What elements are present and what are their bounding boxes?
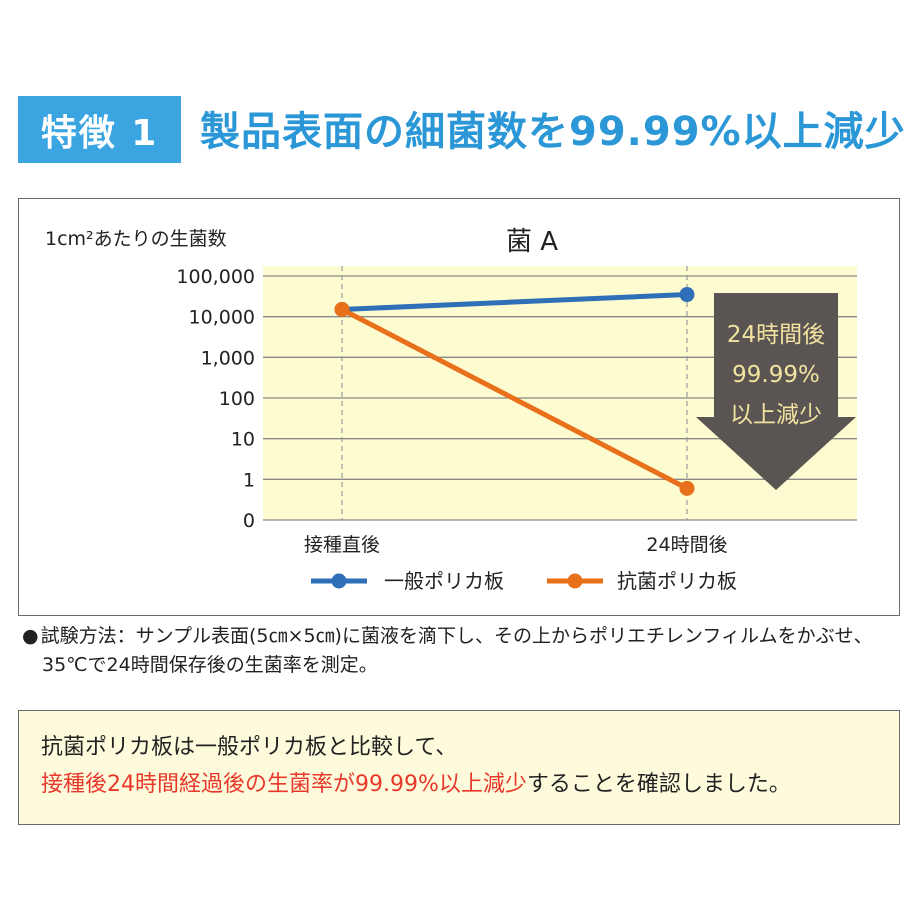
series-line-1 (340, 307, 689, 491)
summary-line-1: 抗菌ポリカ板は一般ポリカ板と比較して、 (41, 735, 458, 760)
series-point-1-0 (334, 302, 350, 318)
reduction-arrow (696, 293, 856, 490)
x-tick-label: 24時間後 (646, 534, 727, 556)
summary-line-2: 接種後24時間経過後の生菌率が99.99%以上減少することを確認しました。 (41, 766, 877, 803)
y-tick-label: 10 (231, 429, 255, 451)
annotation-text: 24時間後 (727, 322, 825, 348)
legend-marker-1 (567, 573, 583, 589)
x-tick-label: 接種直後 (304, 534, 380, 556)
series-line-0 (341, 292, 688, 313)
legend-marker-0 (331, 573, 347, 589)
chart-title: 菌 A (506, 227, 558, 257)
annotation-text: 99.99% (732, 362, 820, 388)
legend-label-1: 抗菌ポリカ板 (617, 569, 737, 593)
y-tick-label: 1 (243, 469, 255, 491)
annotation-text: 以上減少 (730, 402, 822, 428)
y-tick-label: 100,000 (176, 266, 255, 288)
note-line-2: 35℃で24時間保存後の生菌率を測定。 (42, 654, 378, 676)
y-axis-label: 1cm²あたりの生菌数 (45, 228, 227, 250)
y-tick-label: 0 (243, 510, 255, 532)
chart-svg: 100,00010,0001,00010010101cm²あたりの生菌数菌 A接… (45, 227, 857, 593)
feature-title: 製品表面の細菌数を99.99%以上減少 (200, 109, 906, 155)
y-tick-label: 100 (219, 388, 255, 410)
summary-box: 抗菌ポリカ板は一般ポリカ板と比較して、 接種後24時間経過後の生菌率が99.99… (18, 710, 900, 825)
y-tick-label: 10,000 (189, 307, 255, 329)
summary-rest: することを確認しました。 (526, 772, 791, 797)
legend-label-0: 一般ポリカ板 (384, 569, 504, 593)
test-method-note: ● 試験方法：サンプル表面(5㎝×5㎝)に菌液を滴下し、その上からポリエチレンフィ… (22, 622, 902, 680)
note-line-1: 試験方法：サンプル表面(5㎝×5㎝)に菌液を滴下し、その上からポリエチレンフィル… (40, 625, 873, 647)
summary-highlight: 接種後24時間経過後の生菌率が99.99%以上減少 (41, 772, 527, 797)
series-point-0-1 (679, 287, 695, 303)
note-bullet: ● (22, 625, 39, 647)
series-point-1-1 (679, 480, 695, 496)
y-tick-label: 1,000 (201, 347, 255, 369)
feature-badge: 特徴 1 (18, 96, 181, 163)
